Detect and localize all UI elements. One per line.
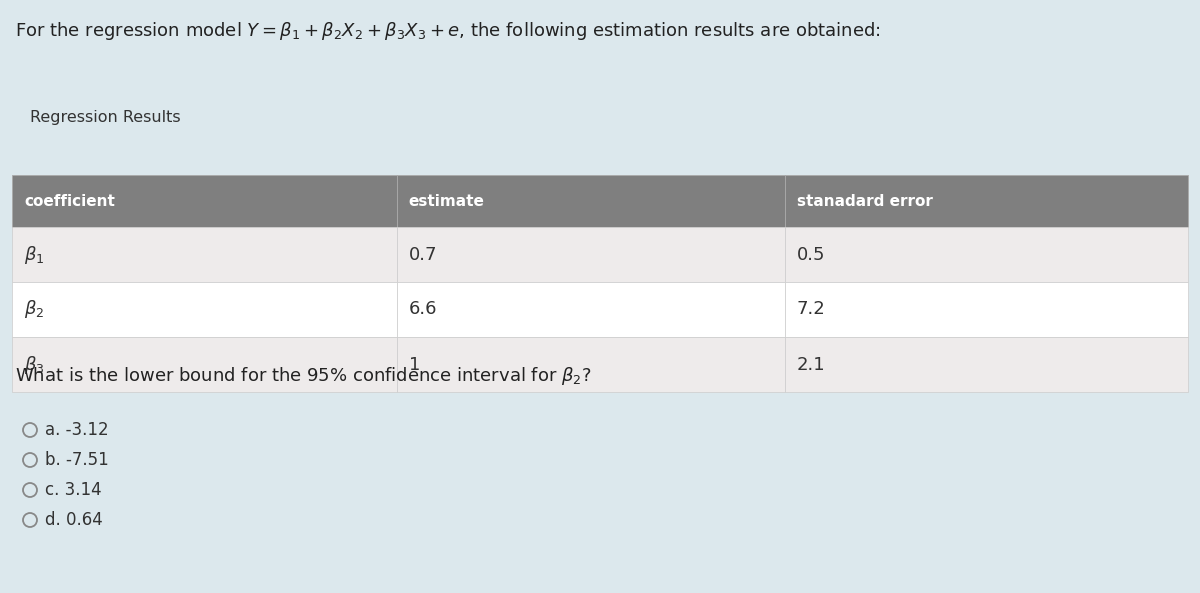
Text: Regression Results: Regression Results xyxy=(30,110,181,125)
Text: 1: 1 xyxy=(408,355,420,374)
Bar xyxy=(396,227,785,282)
Bar xyxy=(12,227,396,282)
Bar xyxy=(785,227,1188,282)
Text: 6.6: 6.6 xyxy=(408,301,437,318)
Text: stanadard error: stanadard error xyxy=(797,193,932,209)
Text: What is the lower bound for the 95% confidence interval for $\beta_2$?: What is the lower bound for the 95% conf… xyxy=(14,365,592,387)
Text: a. -3.12: a. -3.12 xyxy=(46,421,109,439)
Bar xyxy=(785,282,1188,337)
Bar xyxy=(12,175,396,227)
Text: c. 3.14: c. 3.14 xyxy=(46,481,102,499)
Text: 0.5: 0.5 xyxy=(797,246,826,263)
Bar xyxy=(785,175,1188,227)
Text: b. -7.51: b. -7.51 xyxy=(46,451,109,469)
Text: coefficient: coefficient xyxy=(24,193,115,209)
Text: $\beta_3$: $\beta_3$ xyxy=(24,353,44,375)
Bar xyxy=(12,337,396,392)
Bar xyxy=(396,337,785,392)
Bar xyxy=(785,337,1188,392)
Text: 2.1: 2.1 xyxy=(797,355,826,374)
Bar xyxy=(396,175,785,227)
Text: For the regression model $Y = \beta_1 + \beta_2 X_2 + \beta_3 X_3 + e$, the foll: For the regression model $Y = \beta_1 + … xyxy=(14,20,881,42)
Text: d. 0.64: d. 0.64 xyxy=(46,511,103,529)
Text: $\beta_1$: $\beta_1$ xyxy=(24,244,44,266)
Text: estimate: estimate xyxy=(408,193,485,209)
Text: 0.7: 0.7 xyxy=(408,246,437,263)
Text: $\beta_2$: $\beta_2$ xyxy=(24,298,44,320)
Bar xyxy=(12,282,396,337)
Bar xyxy=(396,282,785,337)
Text: 7.2: 7.2 xyxy=(797,301,826,318)
